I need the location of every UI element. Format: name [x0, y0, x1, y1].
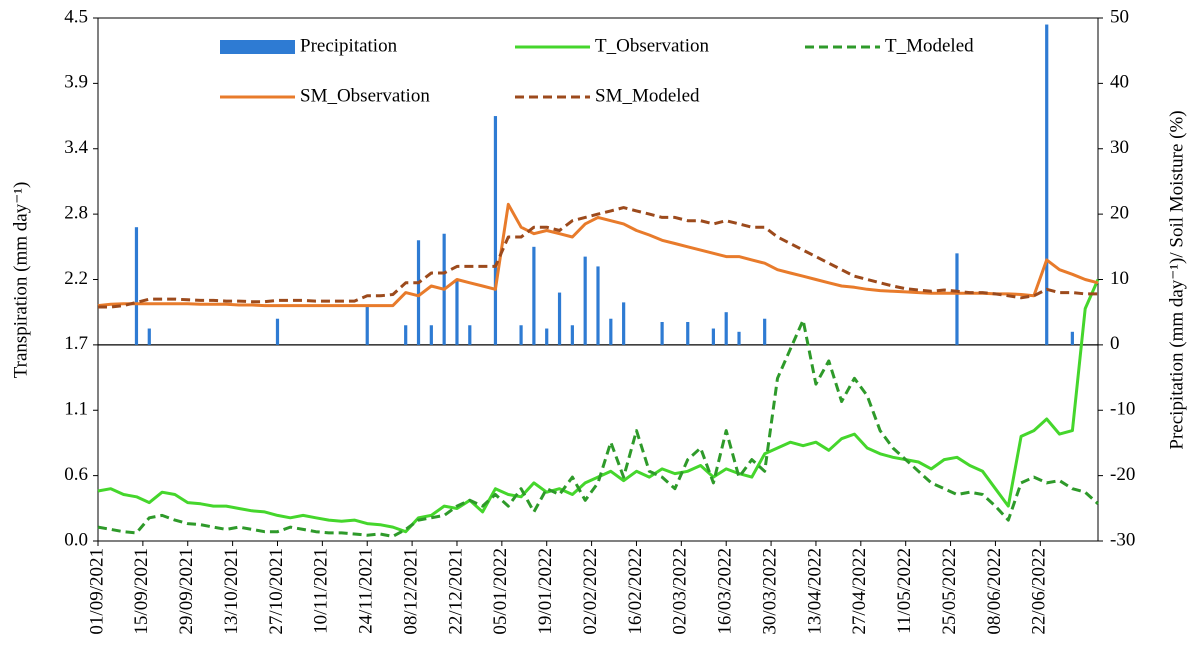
bar [570, 325, 574, 345]
bar [660, 321, 664, 345]
y2-tick-label: 0 [1110, 333, 1120, 354]
bar [134, 227, 139, 345]
bar [686, 321, 690, 345]
y-tick-label: 3.4 [64, 137, 88, 158]
bar [1045, 24, 1049, 345]
y-tick-label: 0.0 [64, 529, 88, 550]
line [97, 278, 1100, 534]
bar [724, 312, 728, 345]
y2-tick-label: 50 [1110, 6, 1129, 27]
bar [737, 331, 741, 345]
bar [519, 325, 523, 345]
x-tick-label: 27/04/2022 [849, 548, 870, 635]
line [97, 202, 1099, 308]
y2-tick-label: -30 [1110, 529, 1135, 550]
bar [622, 302, 626, 345]
bar [429, 325, 433, 345]
y-tick-label: 4.5 [64, 6, 88, 27]
bar [532, 246, 536, 345]
bar [468, 325, 472, 345]
bar [583, 256, 587, 345]
x-tick-label: 01/09/2021 [86, 548, 107, 635]
y2-axis-label: Precipitation (mm day⁻¹)/ Soil Moisture … [1166, 110, 1187, 449]
x-tick-label: 22/06/2022 [1029, 548, 1050, 635]
y-tick-label: 3.9 [64, 72, 88, 93]
x-tick-label: 02/02/2022 [580, 548, 601, 635]
x-tick-label: 24/11/2021 [356, 548, 377, 634]
x-tick-label: 13/04/2022 [804, 548, 825, 635]
y-tick-label: 1.1 [64, 399, 88, 420]
y-tick-label: 2.8 [64, 202, 88, 223]
y2-tick-label: -20 [1110, 464, 1135, 485]
bar [365, 305, 369, 345]
x-tick-label: 16/02/2022 [625, 548, 646, 635]
y2-tick-label: 40 [1110, 72, 1129, 93]
y2-tick-label: 30 [1110, 137, 1129, 158]
bar [416, 240, 421, 345]
x-tick-label: 30/03/2022 [759, 548, 780, 635]
bar [545, 328, 549, 345]
bar [763, 318, 767, 345]
bar [404, 325, 408, 345]
legend-label: SM_Observation [300, 85, 430, 106]
x-tick-label: 19/01/2022 [535, 548, 556, 635]
y-axis-label: Transpiration (mm day⁻¹) [10, 182, 31, 379]
bar [609, 318, 613, 345]
y2-tick-label: -10 [1110, 399, 1135, 420]
bar [955, 253, 959, 345]
x-tick-label: 08/06/2022 [984, 548, 1005, 635]
x-tick-label: 05/01/2022 [490, 548, 511, 635]
bar [493, 116, 498, 345]
y2-tick-label: 20 [1110, 202, 1129, 223]
line [97, 318, 1100, 538]
bar [596, 266, 600, 345]
x-tick-label: 22/12/2021 [445, 548, 466, 635]
bar [711, 328, 715, 345]
bar [275, 318, 280, 345]
x-tick-label: 15/09/2021 [131, 548, 152, 635]
x-tick-label: 29/09/2021 [176, 548, 197, 635]
x-tick-label: 02/03/2022 [670, 548, 691, 635]
y-tick-label: 1.7 [64, 333, 88, 354]
legend-label: SM_Modeled [595, 85, 700, 106]
legend-label: T_Modeled [885, 35, 974, 56]
bar [557, 292, 562, 345]
line [98, 206, 1098, 309]
legend-label: Precipitation [300, 35, 398, 56]
x-tick-label: 25/05/2022 [939, 548, 960, 635]
legend-swatch [220, 40, 295, 54]
x-tick-label: 27/10/2021 [266, 548, 287, 635]
y-tick-label: 2.2 [64, 268, 88, 289]
bar [455, 279, 459, 345]
bar [147, 328, 151, 345]
bar [1070, 331, 1074, 345]
x-tick-label: 08/12/2021 [400, 548, 421, 635]
y-tick-label: 0.6 [64, 464, 88, 485]
x-tick-label: 10/11/2021 [311, 548, 332, 634]
x-tick-label: 16/03/2022 [715, 548, 736, 635]
legend-label: T_Observation [595, 35, 709, 56]
x-tick-label: 11/05/2022 [894, 548, 915, 634]
x-tick-label: 13/10/2021 [221, 548, 242, 635]
y2-tick-label: 10 [1110, 268, 1129, 289]
